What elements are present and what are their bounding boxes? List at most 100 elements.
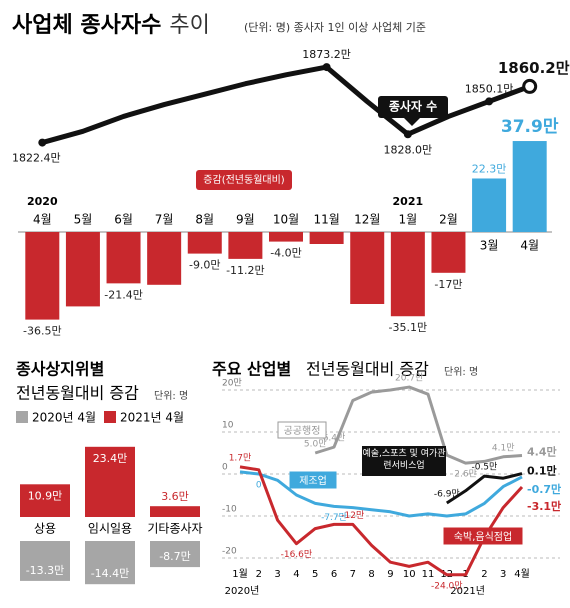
series-label: 예술,스포츠 및 여가관련서비스업 xyxy=(362,446,446,476)
line xyxy=(41,64,531,145)
x-tick-label: 3 xyxy=(500,569,506,580)
y-tick-label: 20만 xyxy=(222,378,242,389)
bar xyxy=(309,232,344,244)
series-label-box: 예술,스포츠 및 여가관련서비스업 xyxy=(362,446,446,476)
line xyxy=(445,472,523,505)
y-tick-label: -20 xyxy=(222,547,237,557)
data-label: -8.7만 xyxy=(159,550,191,563)
x-tick-label: 임시일용 xyxy=(88,522,132,536)
data-label: 5.0만 xyxy=(304,439,327,450)
x-tick-label: 12월 xyxy=(354,213,380,227)
bar xyxy=(20,484,70,517)
data-label: -0.7만 xyxy=(527,482,561,496)
series-label-text: 공공행정 xyxy=(284,425,321,437)
bar xyxy=(512,141,547,232)
legend-swatch xyxy=(16,411,28,423)
series-label-box xyxy=(443,527,523,545)
series-label-box xyxy=(378,96,448,118)
year-label: 2021 xyxy=(393,195,424,208)
x-tick-label: 1월 xyxy=(399,213,418,227)
series-label-box xyxy=(196,170,292,190)
x-tick-label: 기타종사자 xyxy=(147,522,202,536)
series-label: 숙박,음식점업 xyxy=(443,527,523,545)
data-label: -4.0만 xyxy=(270,247,302,260)
bar xyxy=(20,541,70,581)
chart-subtitle: 전년동월대비 증감 xyxy=(16,384,139,403)
bar xyxy=(65,232,100,307)
data-label: -17만 xyxy=(434,278,462,291)
data-label: 22.3만 xyxy=(472,162,507,175)
data-label: -14.4만 xyxy=(91,567,130,580)
data-label: 1.7만 xyxy=(229,452,252,463)
x-tick-label: 9월 xyxy=(236,213,255,227)
series-label-text: 숙박,음식점업 xyxy=(454,530,512,543)
bar xyxy=(431,232,466,273)
year-label: 2020 xyxy=(27,195,58,208)
line xyxy=(239,470,523,518)
point xyxy=(38,138,47,147)
data-label: -13.3만 xyxy=(26,564,65,577)
x-tick-label: 11월 xyxy=(313,213,339,227)
data-label: 3.6만 xyxy=(161,490,189,503)
bar xyxy=(106,232,141,284)
series-label-box xyxy=(289,471,337,489)
data-label: -11.2만 xyxy=(226,264,265,277)
bar xyxy=(150,506,200,517)
data-label: -3.1만 xyxy=(527,499,561,513)
data-label: 20.7만 xyxy=(395,373,423,384)
data-label: 2.6만 xyxy=(454,469,477,480)
unit-label: 단위: 명 xyxy=(154,389,188,402)
x-tick-label: 4월 xyxy=(520,239,539,253)
page-title: 사업체 종사자수 추이 xyxy=(12,13,210,38)
data-label: 1822.4만 xyxy=(12,152,61,165)
x-tick-label: 1월 xyxy=(232,568,248,580)
x-tick-label: 2월 xyxy=(439,213,458,227)
x-tick-label: 10월 xyxy=(273,213,299,227)
x-tick-label: 상용 xyxy=(34,522,56,536)
data-label: -7.7만 xyxy=(321,512,347,523)
series-label-text: 예술,스포츠 및 여가관련서비스업 xyxy=(362,446,446,476)
line xyxy=(314,385,523,465)
data-label: -9.0만 xyxy=(189,259,221,272)
x-tick-label: 11 xyxy=(422,569,435,580)
x-tick-label: 8월 xyxy=(195,213,214,227)
x-tick-label: 3월 xyxy=(480,239,499,253)
x-tick-label: 4월 xyxy=(514,568,530,580)
bar xyxy=(472,178,507,232)
data-label: -16.6만 xyxy=(281,549,313,560)
x-tick-label: 7 xyxy=(350,569,356,580)
data-label: -6.9만 xyxy=(434,488,460,499)
data-label: 1873.2만 xyxy=(302,48,351,61)
x-tick-label: 4 xyxy=(293,569,299,580)
bar xyxy=(147,232,182,285)
data-label: -12만 xyxy=(341,510,364,521)
note: (단위: 명) 종사자 1인 이상 사업체 기준 xyxy=(244,21,426,34)
bar xyxy=(85,446,135,517)
x-tick-label: 2 xyxy=(481,569,487,580)
data-label: 1828.0만 xyxy=(384,143,433,156)
bar xyxy=(350,232,385,304)
x-tick-label: 2 xyxy=(256,569,262,580)
data-label: 0.1만 xyxy=(527,464,557,478)
data-label: 1860.2만 xyxy=(498,59,570,77)
data-label: -0.5만 xyxy=(471,462,497,473)
x-tick-label: 5월 xyxy=(74,213,93,227)
data-label: 6.4만 xyxy=(323,433,346,444)
bar xyxy=(25,232,60,320)
point xyxy=(485,97,494,106)
title-main: 사업체 종사자수 xyxy=(12,13,161,38)
series-label: 제조업 xyxy=(289,471,337,489)
chart-subtitle: 전년동월대비 증감 xyxy=(306,360,429,379)
x-tick-label: 10 xyxy=(403,569,416,580)
series-label: 종사자 수 xyxy=(378,96,448,126)
bar xyxy=(390,232,425,317)
bar xyxy=(187,232,222,254)
chart-title: 주요 산업별 xyxy=(212,360,291,379)
data-label: 37.9만 xyxy=(501,117,559,137)
data-label: 4.1만 xyxy=(492,442,515,453)
x-tick-label: 5 xyxy=(312,569,318,580)
point xyxy=(522,78,538,94)
data-label: -36.5만 xyxy=(23,325,62,338)
title-sub: 추이 xyxy=(169,13,209,38)
